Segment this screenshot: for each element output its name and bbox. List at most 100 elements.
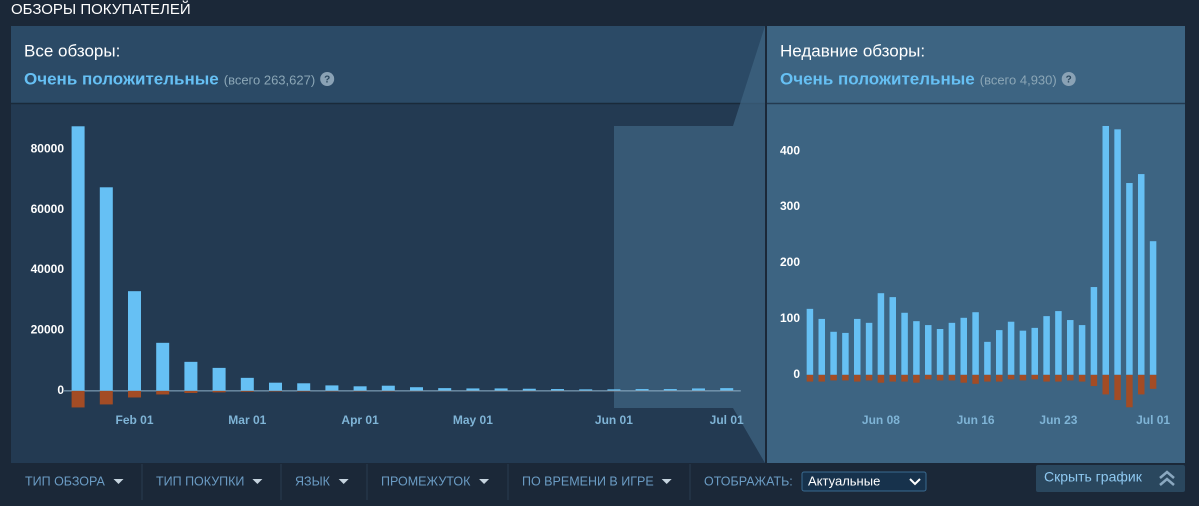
bar — [410, 387, 423, 391]
recent-range-highlight — [614, 26, 765, 463]
bar — [1138, 174, 1145, 375]
bar — [156, 390, 170, 395]
bar — [156, 342, 170, 391]
help-icon[interactable] — [320, 72, 335, 86]
bar — [948, 322, 956, 375]
panel-label: Все обзоры: — [24, 41, 120, 60]
bar — [1126, 183, 1133, 375]
help-mark[interactable]: ? — [1066, 75, 1072, 86]
bar — [438, 388, 452, 391]
bar — [579, 389, 593, 391]
bar — [494, 388, 508, 391]
filter-dropdown[interactable]: ЯЗЫК — [295, 474, 331, 488]
bar — [936, 374, 944, 381]
bar — [806, 308, 814, 375]
bar — [1090, 287, 1098, 375]
bar — [889, 297, 896, 375]
bar — [1149, 374, 1157, 389]
dropdown-arrow — [661, 479, 672, 484]
filter-dropdown[interactable]: ПО ВРЕМЕНИ В ИГРЕ — [522, 474, 654, 488]
rating: Очень положительные — [780, 69, 975, 88]
bar — [854, 374, 861, 382]
y-tick-label: 40000 — [31, 262, 65, 276]
bar — [925, 374, 932, 380]
bar — [1055, 374, 1062, 382]
bar — [551, 389, 564, 391]
bar — [1078, 374, 1086, 382]
bar — [913, 374, 920, 383]
bar — [297, 390, 311, 392]
filter-dropdown[interactable]: ТИП ОБЗОРА — [25, 474, 105, 488]
bar — [269, 390, 282, 392]
bar — [1007, 321, 1015, 375]
panel-header — [11, 26, 765, 103]
bar — [71, 390, 85, 408]
y-tick-label: 0 — [57, 383, 64, 397]
display-select[interactable] — [801, 471, 927, 492]
help-icon[interactable] — [1061, 72, 1076, 86]
bar — [996, 330, 1003, 375]
bar — [901, 312, 908, 375]
x-tick-label: Feb 01 — [115, 413, 153, 427]
bar — [948, 374, 956, 381]
bar — [960, 317, 967, 375]
bar — [925, 325, 932, 375]
bar — [842, 374, 849, 381]
x-tick-label: Jul 01 — [1136, 413, 1170, 427]
display-select-value[interactable]: Актуальные — [808, 473, 880, 488]
recent-reviews-panel — [767, 26, 1185, 463]
bar — [692, 388, 705, 391]
bar — [1090, 374, 1098, 387]
bar — [522, 388, 536, 391]
y-tick-label: 100 — [780, 311, 800, 325]
bar — [818, 374, 825, 382]
bar — [1043, 316, 1050, 375]
dropdown-arrow — [479, 479, 490, 484]
bar — [212, 390, 226, 393]
x-tick-label: May 01 — [453, 413, 493, 427]
bar — [1031, 327, 1038, 375]
x-tick-label: Jun 08 — [862, 413, 900, 427]
bar — [1126, 374, 1133, 408]
bar — [99, 390, 113, 405]
bar — [1067, 374, 1074, 381]
bar — [1055, 311, 1062, 375]
help-mark[interactable]: ? — [324, 75, 330, 86]
bar — [1114, 129, 1121, 375]
y-tick-label: 0 — [793, 367, 800, 381]
bar — [99, 187, 113, 391]
y-tick-label: 200 — [780, 255, 800, 269]
bar — [269, 382, 282, 391]
bar — [889, 374, 896, 382]
bar — [71, 126, 85, 391]
filter-dropdown[interactable]: ПРОМЕЖУТОК — [381, 474, 471, 488]
bar — [1067, 320, 1074, 375]
bar — [936, 328, 944, 375]
bar — [818, 318, 825, 375]
dropdown-arrow — [338, 479, 349, 484]
filter-dropdown[interactable]: ТИП ПОКУПКИ — [156, 474, 244, 488]
bar — [830, 374, 837, 381]
bar — [1019, 330, 1027, 375]
bar — [1102, 374, 1109, 395]
bar — [854, 318, 861, 375]
hide-graph-label[interactable]: Скрыть график — [1044, 469, 1143, 485]
bar — [1078, 325, 1086, 375]
collapse-icon — [1159, 470, 1175, 486]
bar — [1043, 374, 1050, 382]
bar — [1138, 374, 1145, 395]
y-tick-label: 60000 — [31, 202, 65, 216]
bar — [984, 341, 991, 375]
hide-graph-button[interactable] — [1036, 465, 1185, 492]
rating: Очень положительные — [24, 69, 219, 88]
select-arrow — [909, 478, 921, 486]
bar — [353, 386, 367, 391]
bar — [1149, 241, 1157, 375]
bar — [877, 293, 885, 375]
bar — [972, 312, 979, 375]
y-tick-label: 20000 — [31, 323, 65, 337]
bar — [128, 390, 141, 398]
section-title: ОБЗОРЫ ПОКУПАТЕЛЕЙ — [11, 0, 191, 18]
bar — [184, 390, 198, 393]
